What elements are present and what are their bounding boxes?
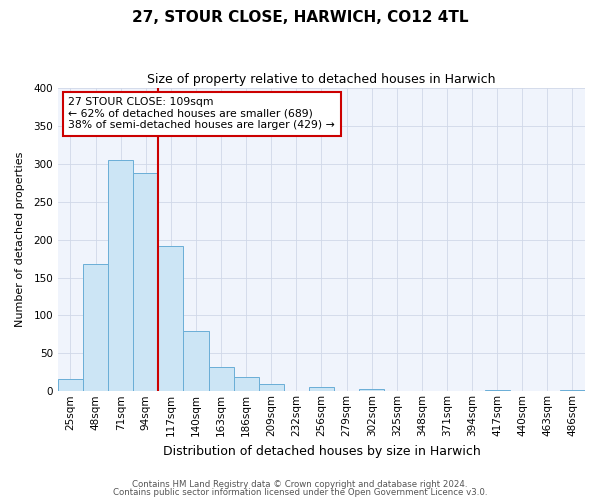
Text: 27, STOUR CLOSE, HARWICH, CO12 4TL: 27, STOUR CLOSE, HARWICH, CO12 4TL bbox=[132, 10, 468, 25]
Bar bbox=[560, 390, 585, 392]
Bar bbox=[184, 332, 209, 392]
Text: 27 STOUR CLOSE: 109sqm
← 62% of detached houses are smaller (689)
38% of semi-de: 27 STOUR CLOSE: 109sqm ← 62% of detached… bbox=[68, 97, 335, 130]
Bar bbox=[83, 264, 108, 392]
Bar bbox=[58, 379, 83, 392]
Text: Contains public sector information licensed under the Open Government Licence v3: Contains public sector information licen… bbox=[113, 488, 487, 497]
Bar bbox=[133, 173, 158, 392]
Text: Contains HM Land Registry data © Crown copyright and database right 2024.: Contains HM Land Registry data © Crown c… bbox=[132, 480, 468, 489]
Bar bbox=[259, 384, 284, 392]
Bar bbox=[309, 388, 334, 392]
Bar bbox=[359, 389, 384, 392]
Bar bbox=[233, 377, 259, 392]
Title: Size of property relative to detached houses in Harwich: Size of property relative to detached ho… bbox=[147, 72, 496, 86]
X-axis label: Distribution of detached houses by size in Harwich: Distribution of detached houses by size … bbox=[163, 444, 481, 458]
Bar bbox=[158, 246, 184, 392]
Bar bbox=[108, 160, 133, 392]
Bar bbox=[485, 390, 510, 392]
Bar bbox=[209, 367, 233, 392]
Y-axis label: Number of detached properties: Number of detached properties bbox=[15, 152, 25, 328]
